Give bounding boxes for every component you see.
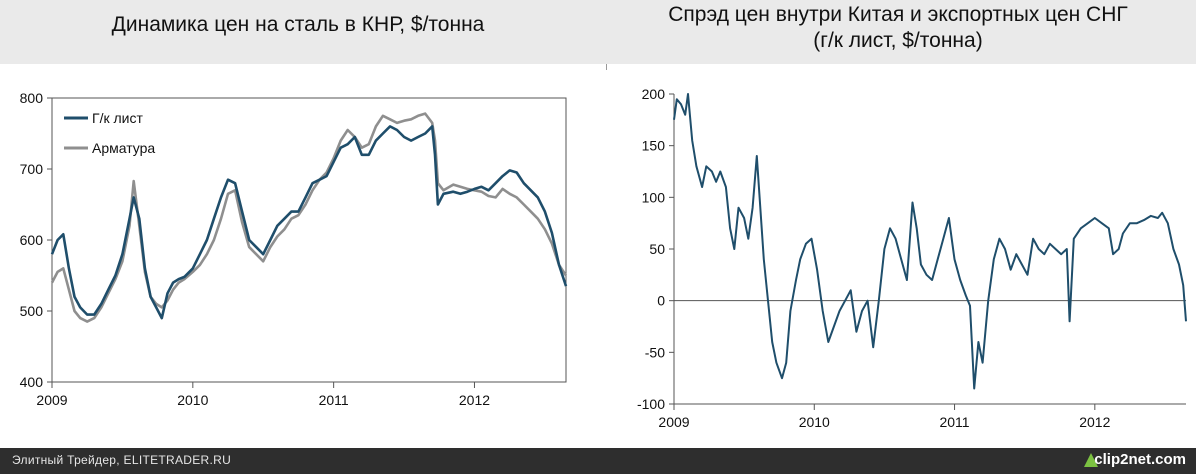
left-series-line-0 bbox=[50, 125, 568, 320]
right-y-tick-label: -100 bbox=[637, 396, 665, 412]
right-x-tick-label: 2012 bbox=[1079, 414, 1110, 430]
left-x-tick-label: 2010 bbox=[177, 392, 208, 408]
right-chart-title-line1: Спрэд цен внутри Китая и экспортных цен … bbox=[668, 3, 1128, 26]
left-x-tick-label: 2011 bbox=[319, 392, 349, 408]
left-chart-title: Динамика цен на сталь в КНР, $/тонна bbox=[111, 13, 485, 36]
footer-bar: Элитный Трейдер, ELITETRADER.RU clip2net… bbox=[0, 448, 1196, 474]
clip2net-brand[interactable]: clip2net.com bbox=[1094, 451, 1186, 468]
right-chart: -100 -50 0 50 100 150 200 2009 2010 2011 2012 bbox=[637, 86, 1187, 430]
right-chart-title-line2: (г/к лист, $/тонна) bbox=[813, 29, 983, 52]
right-y-tick-label: -50 bbox=[645, 344, 665, 360]
right-y-tick-label: 50 bbox=[649, 241, 665, 257]
header-bar bbox=[0, 0, 1196, 64]
left-y-tick-label: 600 bbox=[20, 232, 44, 248]
right-x-tick-label: 2010 bbox=[799, 414, 830, 430]
header-divider bbox=[606, 64, 607, 70]
left-series-line-1 bbox=[50, 112, 568, 323]
clip2net-logo-icon bbox=[1084, 453, 1098, 467]
left-y-tick-label: 700 bbox=[20, 161, 44, 177]
left-x-tick-label: 2012 bbox=[459, 392, 490, 408]
legend-label-1: Арматура bbox=[92, 140, 155, 156]
left-x-tick-label: 2009 bbox=[36, 392, 67, 408]
left-y-tick-label: 400 bbox=[20, 374, 44, 390]
right-y-tick-label: 100 bbox=[642, 189, 666, 205]
right-y-tick-label: 150 bbox=[642, 138, 666, 154]
left-chart: 400 500 600 700 800 2009 2010 2011 2012 Г/к лист А… bbox=[20, 90, 568, 408]
left-y-tick-label: 500 bbox=[20, 303, 44, 319]
right-chart-title: Спрэд цен внутри Китая и экспортных цен … bbox=[600, 2, 1196, 54]
left-y-tick-label: 800 bbox=[20, 90, 44, 106]
right-x-tick-label: 2009 bbox=[658, 414, 689, 430]
right-y-tick-label: 0 bbox=[657, 293, 665, 309]
right-x-tick-label: 2011 bbox=[939, 414, 969, 430]
right-series-line-0 bbox=[673, 93, 1187, 390]
footer-source-text: Элитный Трейдер, ELITETRADER.RU bbox=[12, 453, 232, 467]
legend-label-0: Г/к лист bbox=[92, 110, 143, 126]
right-y-tick-label: 200 bbox=[642, 86, 666, 102]
